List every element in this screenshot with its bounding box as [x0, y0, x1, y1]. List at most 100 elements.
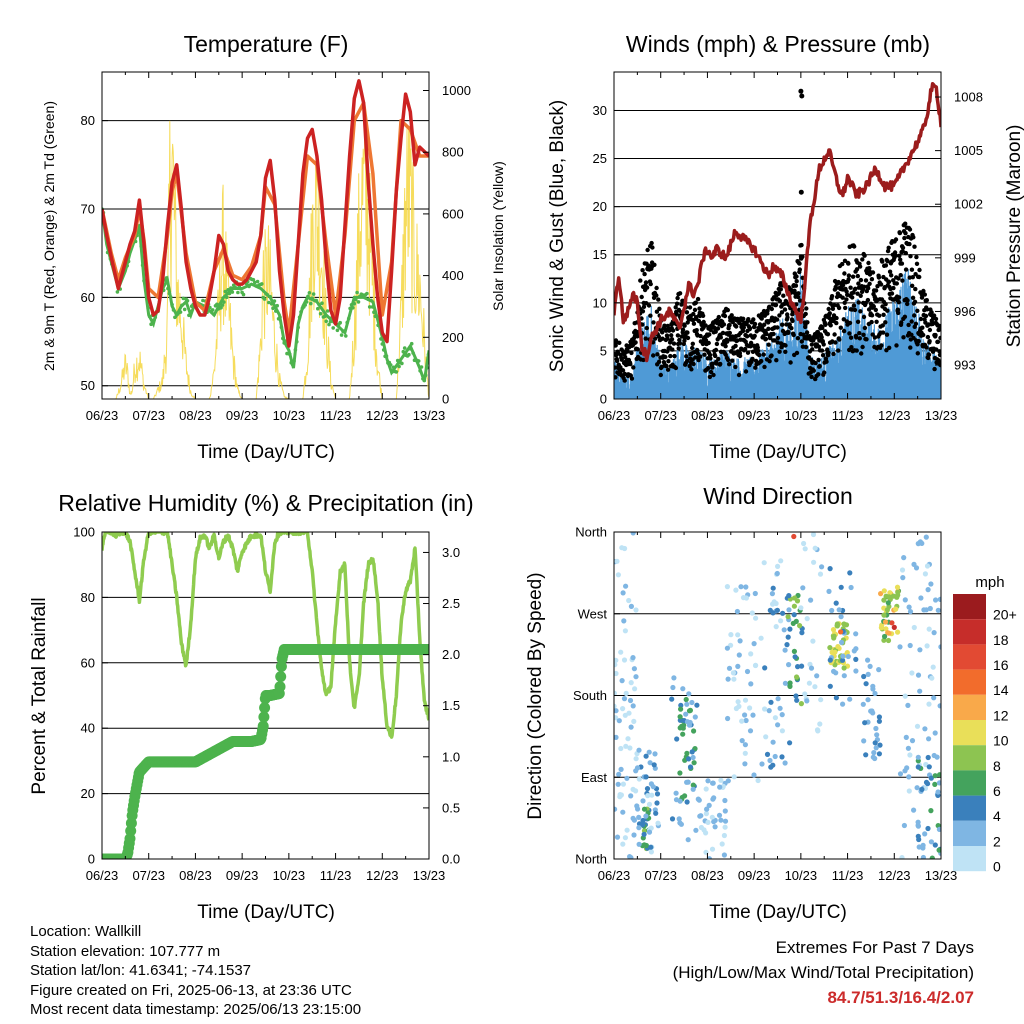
- direction-point: [703, 830, 709, 836]
- direction-point: [626, 597, 632, 604]
- x-tick-label: 06/23: [598, 868, 631, 883]
- dewpoint-point: [255, 279, 260, 284]
- direction-point: [753, 662, 759, 669]
- direction-point: [643, 813, 649, 819]
- direction-point: [630, 532, 636, 536]
- dewpoint-point: [292, 359, 296, 363]
- gust-point: [794, 274, 799, 279]
- direction-point: [620, 841, 626, 847]
- direction-point: [937, 772, 941, 778]
- gust-point: [834, 315, 839, 321]
- gust-point: [622, 378, 627, 383]
- gust-point: [903, 231, 908, 236]
- direction-point: [628, 680, 634, 686]
- direction-point: [738, 584, 744, 590]
- gust-point: [937, 327, 941, 332]
- direction-point: [925, 754, 931, 761]
- direction-point: [636, 747, 642, 753]
- dewpoint-point: [402, 346, 407, 350]
- colorbar-label: 14: [993, 682, 1009, 698]
- dewpoint-point: [133, 239, 138, 244]
- direction-point: [778, 618, 784, 624]
- gust-point: [861, 314, 867, 320]
- direction-point: [787, 680, 793, 686]
- direction-point: [618, 766, 624, 773]
- gust-point: [869, 319, 874, 325]
- gust-point: [694, 328, 699, 333]
- direction-point: [815, 728, 821, 734]
- dewpoint-point: [201, 298, 205, 303]
- direction-point: [724, 584, 731, 590]
- direction-point: [787, 740, 793, 746]
- direction-point: [623, 743, 629, 749]
- gust-point: [852, 244, 857, 249]
- direction-point: [685, 837, 691, 843]
- direction-point: [915, 541, 921, 547]
- dewpoint-point: [142, 278, 146, 283]
- direction-point: [624, 775, 630, 781]
- direction-point: [678, 706, 684, 712]
- direction-point: [636, 814, 642, 821]
- direction-point: [690, 782, 696, 788]
- direction-point: [695, 796, 701, 802]
- gust-point: [840, 261, 845, 267]
- gust-point: [740, 328, 746, 334]
- direction-point: [909, 670, 915, 676]
- direction-point: [620, 590, 626, 596]
- direction-point: [812, 545, 818, 551]
- direction-point: [885, 637, 892, 644]
- gust-point: [863, 278, 869, 283]
- direction-point: [830, 627, 837, 633]
- direction-point: [758, 635, 764, 641]
- dewpoint-point: [274, 309, 278, 313]
- colorbar-swatch: [953, 619, 986, 645]
- direction-point: [895, 629, 901, 635]
- station-metadata: Location: Wallkill Station elevation: 10…: [30, 922, 361, 1020]
- dewpoint-point: [331, 326, 336, 330]
- direction-point: [911, 807, 917, 813]
- direction-point: [711, 819, 717, 825]
- gust-point: [906, 322, 911, 328]
- direction-point: [893, 606, 899, 612]
- direction-point: [725, 715, 731, 722]
- gust-point: [697, 306, 702, 311]
- x-tick-label: 10/23: [785, 408, 818, 423]
- gust-point: [846, 273, 852, 278]
- gust-point: [889, 291, 895, 296]
- dewpoint-point: [215, 302, 219, 307]
- y-tick-label: 60: [81, 655, 95, 670]
- gust-point: [927, 339, 932, 344]
- direction-point: [787, 626, 793, 632]
- direction-point: [678, 821, 685, 827]
- direction-point: [853, 631, 859, 637]
- gust-point: [698, 354, 703, 359]
- dewpoint-point: [310, 296, 315, 301]
- direction-point: [614, 662, 618, 668]
- direction-point: [687, 719, 693, 726]
- direction-point: [925, 825, 931, 832]
- gust-point: [680, 327, 686, 332]
- y-tick-label: 5: [600, 343, 607, 358]
- gust-point: [766, 326, 771, 331]
- pressure-line: [614, 81, 941, 363]
- colorbar-swatch: [953, 795, 986, 821]
- x-tick-label: 08/23: [179, 868, 212, 883]
- direction-point: [865, 671, 871, 678]
- gust-point: [929, 310, 934, 315]
- gust-point: [687, 305, 693, 310]
- direction-point: [751, 641, 757, 647]
- direction-point: [614, 703, 617, 709]
- dewpoint-point: [223, 289, 228, 294]
- y-tick-label: 15: [593, 247, 607, 262]
- gust-point: [828, 323, 833, 328]
- gust-point: [665, 367, 671, 372]
- direction-point: [928, 775, 934, 781]
- direction-point: [614, 708, 619, 714]
- direction-point: [770, 610, 776, 616]
- gust-point: [832, 303, 837, 308]
- direction-point: [680, 686, 686, 692]
- gust-point: [849, 345, 854, 350]
- gust-point: [715, 326, 721, 331]
- gust-point: [692, 307, 698, 313]
- gust-point: [670, 328, 676, 333]
